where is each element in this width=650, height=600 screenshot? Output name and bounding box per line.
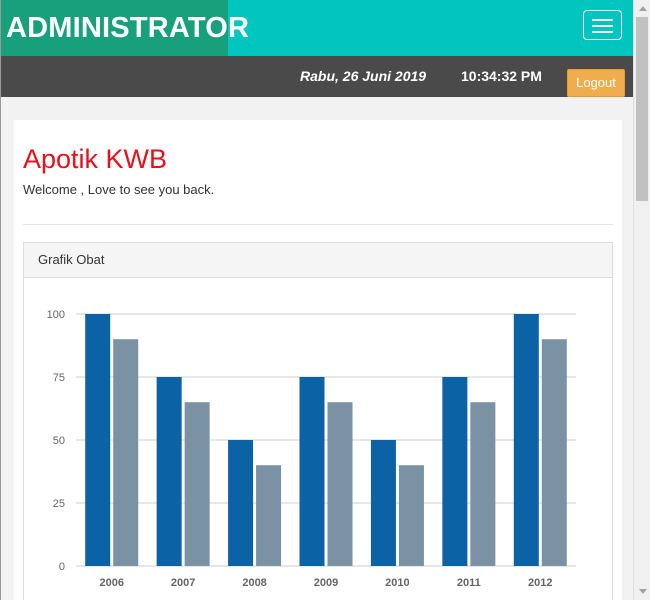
x-tick-label: 2009 [314, 577, 338, 589]
x-tick-label: 2007 [171, 577, 195, 589]
bar-2007-series-2[interactable] [184, 402, 210, 566]
bar-2010-series-1[interactable] [370, 440, 396, 566]
hamburger-icon-line [592, 31, 613, 33]
brand-title[interactable]: ADMINISTRATOR [1, 0, 249, 56]
bar-2012-series-2[interactable] [541, 339, 567, 566]
current-date: Rabu, 26 Juni 2019 [300, 68, 427, 84]
x-tick-label: 2010 [385, 577, 409, 589]
bar-2010-series-2[interactable] [398, 465, 424, 566]
x-tick-label: 2011 [457, 577, 481, 589]
bar-2009-series-2[interactable] [327, 402, 353, 566]
bar-2006-series-1[interactable] [85, 314, 111, 566]
bar-2009-series-1[interactable] [299, 377, 325, 566]
y-tick-label: 0 [59, 561, 65, 573]
y-tick-label: 100 [47, 309, 65, 321]
y-tick-label: 75 [53, 372, 65, 384]
y-tick-label: 50 [53, 435, 65, 447]
y-tick-label: 25 [53, 498, 65, 510]
x-tick-label: 2012 [528, 577, 552, 589]
scroll-down-arrow-icon[interactable] [634, 583, 650, 600]
browser-viewport: ADMINISTRATOR Rabu, 26 Juni 2019 10:34:3… [0, 0, 633, 600]
page-title: Apotik KWB [23, 144, 168, 174]
x-tick-label: 2008 [242, 577, 266, 589]
vertical-scrollbar[interactable] [633, 0, 650, 600]
bar-2008-series-1[interactable] [228, 440, 254, 566]
panel-heading: Grafik Obat [24, 243, 612, 278]
current-time: 10:34:32 PM [461, 68, 542, 84]
hamburger-menu-button[interactable] [583, 10, 622, 40]
hamburger-icon-line [592, 25, 613, 27]
bar-2007-series-1[interactable] [156, 377, 182, 566]
welcome-text: Welcome , Love to see you back. [23, 182, 215, 197]
bar-2012-series-1[interactable] [513, 314, 539, 566]
hamburger-icon [592, 19, 613, 21]
logout-button[interactable]: Logout [567, 69, 625, 97]
info-bar: Rabu, 26 Juni 2019 10:34:32 PM Logout [1, 56, 633, 97]
bar-2011-series-2[interactable] [470, 402, 496, 566]
scroll-up-arrow-icon[interactable] [634, 0, 650, 17]
top-navbar: ADMINISTRATOR [1, 0, 633, 56]
bar-2011-series-1[interactable] [442, 377, 468, 566]
bar-chart: 0 25 50 75 100 2006 2007 2008 2009 2010 2011 2012 [47, 309, 576, 589]
divider [23, 224, 613, 225]
bar-2006-series-2[interactable] [113, 339, 139, 566]
x-tick-label: 2006 [99, 577, 123, 589]
bar-2008-series-2[interactable] [256, 465, 282, 566]
scrollbar-thumb[interactable] [636, 17, 648, 201]
